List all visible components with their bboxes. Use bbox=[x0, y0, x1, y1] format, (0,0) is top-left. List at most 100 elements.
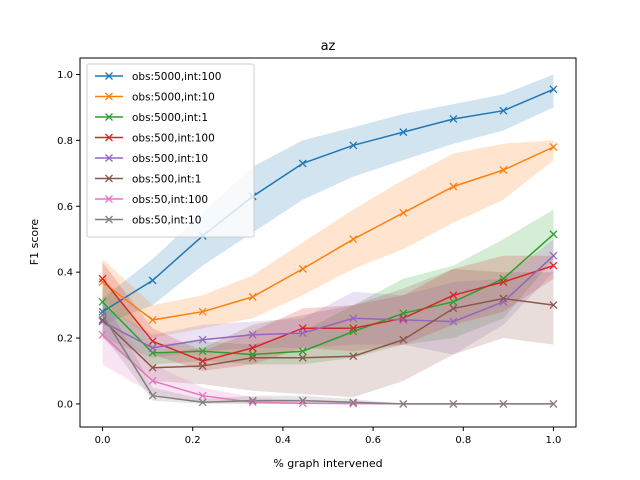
point-series-1-8 bbox=[499, 166, 508, 174]
point-series-4-0 bbox=[98, 317, 107, 326]
point-series-3-1 bbox=[148, 337, 157, 346]
point-series-1-1 bbox=[148, 315, 157, 324]
legend-label-5: obs:500,int:1 bbox=[132, 174, 201, 186]
x-tick-label-1: 0.2 bbox=[185, 435, 201, 446]
y-tick-label-4: 0.8 bbox=[57, 136, 73, 147]
point-series-3-5 bbox=[349, 324, 358, 333]
legend-label-0: obs:5000,int:100 bbox=[132, 71, 221, 83]
y-tick-label-2: 0.4 bbox=[57, 268, 73, 279]
y-tick-label-5: 1.0 bbox=[57, 70, 73, 81]
point-series-3-3 bbox=[248, 343, 257, 352]
point-series-5-4 bbox=[298, 353, 307, 362]
point-series-0-6 bbox=[399, 128, 408, 137]
point-series-7-1 bbox=[148, 391, 157, 400]
band-series-2 bbox=[102, 209, 554, 365]
point-series-7-2 bbox=[198, 398, 207, 407]
point-series-1-4 bbox=[298, 264, 307, 273]
point-series-1-3 bbox=[248, 292, 257, 301]
x-axis-ticks: 0.0 0.2 0.4 0.6 0.8 1.0 bbox=[95, 427, 562, 446]
point-series-0-9 bbox=[549, 85, 558, 94]
point-series-0-8 bbox=[499, 106, 508, 115]
legend-label-2: obs:5000,int:1 bbox=[132, 112, 208, 124]
band-series-3 bbox=[102, 255, 554, 371]
point-series-1-5 bbox=[349, 235, 358, 244]
point-series-2-7 bbox=[449, 297, 458, 306]
line-series-5 bbox=[101, 297, 554, 369]
point-series-4-4 bbox=[298, 329, 307, 338]
point-series-0-0 bbox=[98, 307, 107, 316]
line-series-4 bbox=[102, 255, 555, 349]
legend-marker-7 bbox=[105, 215, 113, 224]
y-axis-ticks: 0.0 0.2 0.4 0.6 0.8 1.0 bbox=[57, 70, 80, 410]
x-tick-label-2: 0.4 bbox=[275, 435, 291, 446]
legend-marker-6 bbox=[105, 195, 113, 203]
legend-label-7: obs:50,int:10 bbox=[132, 215, 201, 227]
legend-marker-4 bbox=[105, 154, 113, 162]
line-series-7 bbox=[101, 314, 554, 405]
band-series-0 bbox=[102, 74, 554, 325]
point-series-5-1 bbox=[148, 363, 157, 372]
line-series-2 bbox=[101, 233, 554, 356]
point-series-2-3 bbox=[248, 350, 257, 359]
y-tick-label-1: 0.2 bbox=[57, 334, 73, 345]
band-series-4 bbox=[102, 239, 554, 358]
y-tick-label-3: 0.6 bbox=[57, 202, 73, 213]
legend-marker-1 bbox=[105, 92, 113, 101]
chart-title: az bbox=[321, 39, 336, 54]
point-series-5-8 bbox=[499, 294, 508, 303]
point-series-2-0 bbox=[98, 297, 107, 306]
point-series-7-5 bbox=[349, 398, 358, 407]
point-series-6-4 bbox=[298, 399, 307, 408]
x-tick-label-5: 1.0 bbox=[546, 435, 562, 446]
point-series-6-0 bbox=[98, 330, 107, 339]
legend: obs:5000,int:100 obs:5000,int:10 obs:5000,… bbox=[86, 63, 255, 238]
point-series-3-6 bbox=[399, 314, 408, 323]
point-series-5-2 bbox=[198, 362, 207, 371]
point-series-0-1 bbox=[148, 276, 157, 285]
point-series-2-8 bbox=[499, 274, 508, 283]
y-tick-label-0: 0.0 bbox=[57, 399, 73, 410]
series-markers bbox=[98, 85, 558, 408]
line-series-0 bbox=[102, 88, 554, 313]
point-series-6-3 bbox=[248, 398, 257, 407]
point-series-4-1 bbox=[148, 343, 157, 352]
point-series-4-9 bbox=[549, 251, 558, 260]
legend-marker-5 bbox=[105, 174, 113, 183]
point-series-4-8 bbox=[499, 297, 508, 306]
point-series-4-7 bbox=[449, 317, 458, 326]
x-tick-label-3: 0.6 bbox=[365, 435, 381, 446]
point-series-3-0 bbox=[98, 274, 107, 283]
plot-frame bbox=[79, 57, 577, 428]
point-series-7-8 bbox=[499, 399, 508, 408]
point-series-7-3 bbox=[248, 396, 257, 405]
point-series-4-2 bbox=[198, 335, 207, 344]
legend-box bbox=[86, 63, 255, 238]
legend-label-1: obs:5000,int:10 bbox=[132, 92, 215, 104]
point-series-7-4 bbox=[298, 396, 307, 405]
point-series-7-9 bbox=[549, 399, 558, 408]
point-series-4-5 bbox=[349, 314, 358, 323]
point-series-1-9 bbox=[549, 142, 558, 151]
line-series-3 bbox=[101, 264, 554, 362]
legend-label-4: obs:500,int:10 bbox=[132, 153, 208, 165]
point-series-6-1 bbox=[148, 376, 157, 385]
line-series-1 bbox=[102, 146, 554, 321]
point-series-7-0 bbox=[98, 311, 107, 319]
point-series-1-6 bbox=[399, 208, 408, 217]
x-tick-label-4: 0.8 bbox=[455, 435, 471, 446]
point-series-1-0 bbox=[98, 278, 107, 286]
point-series-4-3 bbox=[248, 330, 257, 339]
point-series-5-6 bbox=[399, 335, 408, 344]
point-series-4-6 bbox=[399, 315, 408, 324]
point-series-5-7 bbox=[449, 304, 458, 313]
point-series-6-2 bbox=[198, 391, 207, 400]
legend-marker-0 bbox=[105, 72, 113, 80]
x-tick-label-0: 0.0 bbox=[95, 435, 111, 446]
band-series-7 bbox=[102, 295, 554, 404]
point-series-2-2 bbox=[198, 347, 207, 356]
point-series-5-5 bbox=[349, 352, 358, 361]
point-series-0-4 bbox=[298, 159, 307, 168]
legend-marker-2 bbox=[105, 113, 113, 121]
point-series-2-5 bbox=[349, 327, 358, 336]
